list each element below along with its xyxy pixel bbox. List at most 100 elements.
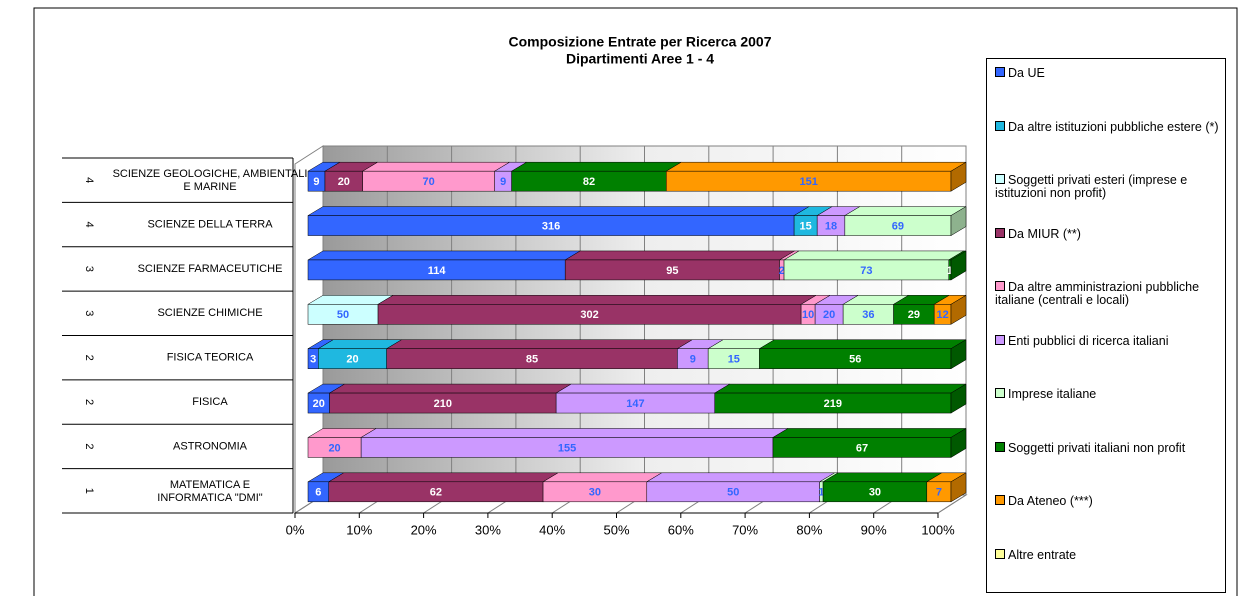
- category-group-label: 4: [83, 177, 95, 183]
- legend-item: Enti pubblici di ricerca italiani: [995, 334, 1220, 348]
- legend-label: Da altre amministrazioni pubbliche itali…: [995, 280, 1200, 307]
- data-label: 67: [856, 442, 868, 454]
- bar-top: [361, 161, 511, 172]
- bar-side: [950, 427, 967, 458]
- bar-top: [377, 295, 818, 305]
- chart-subtitle: Dipartimenti Aree 1 - 4: [566, 51, 714, 67]
- data-label: 316: [542, 220, 560, 232]
- data-label: 30: [869, 487, 881, 499]
- x-tick-label: 60%: [668, 522, 694, 537]
- data-label: 30: [589, 487, 601, 499]
- data-label: 29: [908, 309, 920, 321]
- bar-top: [822, 472, 943, 483]
- legend-label: Da UE: [1008, 66, 1045, 80]
- data-label: 56: [849, 354, 861, 366]
- legend-item: Da Ateneo (***): [995, 495, 1220, 508]
- data-label: 302: [580, 309, 598, 321]
- data-label: 62: [430, 487, 442, 499]
- legend-item: Altre entrate: [995, 547, 1220, 562]
- data-label: 114: [428, 265, 447, 277]
- bar-side-shade: [951, 162, 966, 192]
- category-group-label: 2: [83, 443, 95, 449]
- side-wall: [294, 145, 324, 514]
- bar-side: [950, 472, 967, 503]
- bar-side: [950, 294, 967, 325]
- floor-grid-line: [937, 494, 967, 514]
- x-tick-label: 50%: [603, 522, 629, 537]
- category-label: SCIENZE CHIMICHE: [157, 307, 262, 319]
- category-label: SCIENZE DELLA TERRA: [147, 218, 273, 230]
- chart-frame: [33, 7, 1238, 596]
- data-label: 20: [823, 309, 835, 321]
- data-label: 1: [947, 265, 953, 277]
- data-label: 15: [800, 220, 812, 232]
- bar-side-shade: [951, 250, 966, 280]
- bar-top: [772, 428, 967, 438]
- data-label: 85: [526, 354, 538, 366]
- legend-item: Da UE: [995, 67, 1220, 80]
- data-label: 69: [892, 220, 904, 232]
- bar-top: [555, 383, 731, 394]
- chart-title: Composizione Entrate per Ricerca 2007: [509, 34, 772, 50]
- category-group-label: 2: [83, 355, 95, 361]
- data-label: 1: [818, 487, 824, 499]
- category-group-label: 4: [83, 222, 95, 228]
- data-label: 18: [825, 220, 837, 232]
- data-label: 20: [346, 354, 358, 366]
- legend-item: Da altre istituzioni pubbliche estere (*…: [995, 119, 1220, 134]
- data-label: 20: [328, 442, 340, 454]
- data-label: 9: [500, 176, 506, 188]
- bar-side-shade: [951, 206, 966, 236]
- legend-swatch: [995, 441, 1005, 452]
- x-tick-label: 0%: [286, 522, 305, 537]
- legend-label: Imprese italiane: [1008, 387, 1097, 401]
- data-label: 70: [423, 176, 435, 188]
- data-label: 12: [936, 309, 948, 321]
- legend-item: Da MIUR (**): [995, 227, 1220, 241]
- data-label: 151: [799, 176, 817, 188]
- bar-side-shade: [951, 295, 966, 325]
- legend-swatch: [995, 334, 1005, 345]
- bar-top: [542, 472, 663, 483]
- data-label: 2: [779, 265, 785, 277]
- bar-top: [510, 161, 683, 172]
- bar-top: [713, 383, 967, 394]
- category-label: FISICA: [192, 396, 228, 408]
- bar-side-shade: [951, 428, 966, 458]
- data-label: 20: [313, 398, 325, 410]
- legend-label: Altre entrate: [1008, 547, 1077, 562]
- legend-label: Da altre istituzioni pubbliche estere (*…: [1008, 119, 1219, 134]
- x-tick-label: 20%: [411, 522, 437, 537]
- data-label: 219: [824, 398, 842, 410]
- legend-item: Soggetti privati esteri (imprese e istit…: [995, 174, 1220, 200]
- bar-top: [328, 383, 573, 394]
- x-tick-label: 80%: [796, 522, 822, 537]
- data-label: 20: [338, 176, 350, 188]
- data-label: 6: [315, 487, 321, 499]
- bar-top: [758, 339, 967, 349]
- bar-top: [783, 250, 965, 261]
- bar-top: [665, 161, 967, 172]
- data-label: 147: [626, 398, 644, 410]
- category-label: SCIENZE FARMACEUTICHE: [138, 263, 283, 275]
- bar-top: [564, 250, 796, 261]
- bar-top: [327, 472, 559, 483]
- data-label: 82: [583, 176, 595, 188]
- legend-swatch: [995, 120, 1005, 131]
- bar-side: [950, 161, 967, 192]
- bar-side-shade: [951, 384, 966, 414]
- data-label: 73: [860, 265, 872, 277]
- bar-side-shade: [951, 472, 966, 502]
- legend-label: Soggetti privati italiani non profit: [1008, 440, 1186, 455]
- legend-swatch: [995, 388, 1005, 398]
- category-label: ASTRONOMIA: [173, 440, 248, 452]
- bar-top: [843, 206, 967, 216]
- legend-item: Imprese italiane: [995, 388, 1220, 401]
- data-label: 50: [727, 487, 739, 499]
- legend-swatch: [995, 281, 1005, 291]
- bar-top: [385, 339, 694, 349]
- bar-side: [950, 339, 967, 370]
- category-label: MATEMATICA E INFORMATICA "DMI": [157, 479, 262, 504]
- x-tick-label: 70%: [732, 522, 758, 537]
- x-tick-label: 40%: [539, 522, 565, 537]
